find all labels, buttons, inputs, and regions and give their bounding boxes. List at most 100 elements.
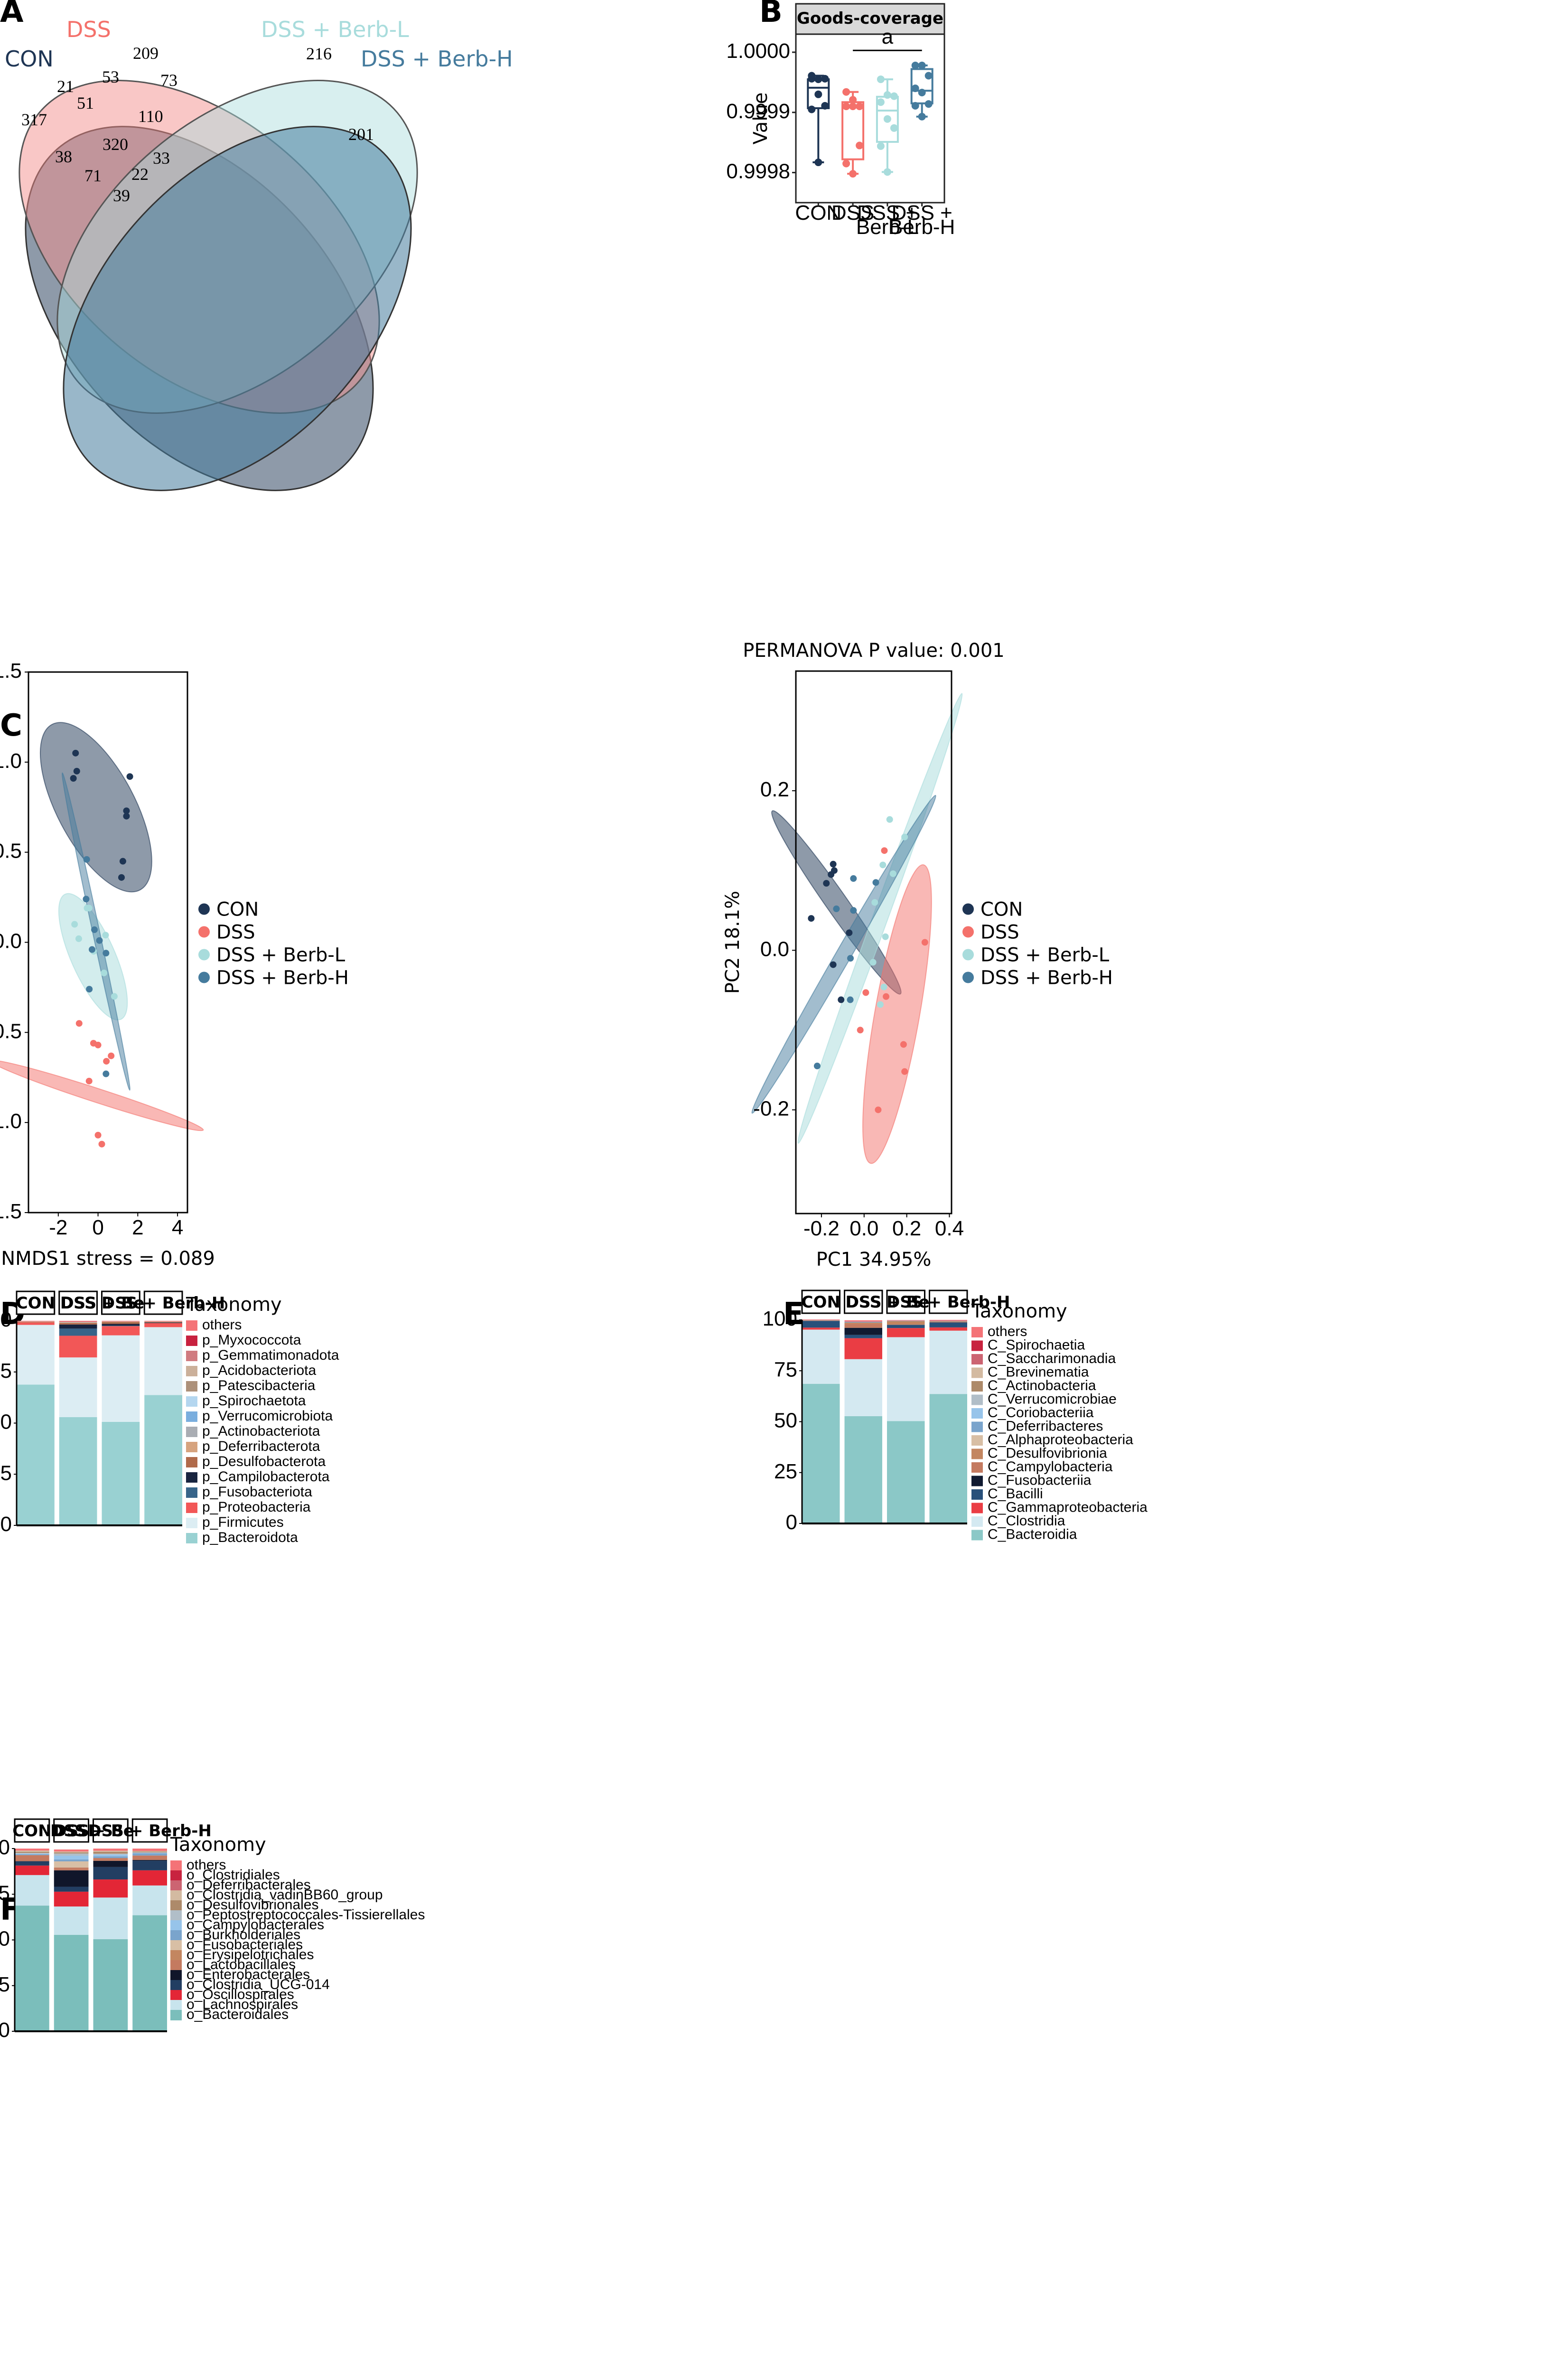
plot-frame: [795, 33, 945, 204]
legend-swatch: [186, 1351, 197, 1361]
legend-swatch: [170, 1920, 182, 1931]
point-dss-berb-h: [103, 950, 110, 957]
data-point: [849, 103, 857, 111]
y-tick-label: 0.2: [760, 778, 789, 801]
y-tick-label: 100: [0, 1836, 10, 1859]
bar-segment-c-campylobacteria: [887, 1324, 925, 1325]
bar-segment-c-clostridia: [929, 1330, 967, 1394]
bar-segment-others: [844, 1320, 882, 1322]
legend-swatch: [170, 1940, 182, 1951]
legend-label: o_Burkholderiales: [187, 1927, 300, 1943]
point-dss-berb-h: [833, 905, 840, 912]
venn-set-berb-h: [63, 126, 412, 491]
facet-strip: [886, 1289, 925, 1314]
facet-label: CON: [12, 1822, 51, 1840]
bar-segment-o-clostridia-vadinbb60-group: [15, 1850, 49, 1852]
box-con: [807, 72, 830, 167]
venn-region-count: 21: [57, 77, 74, 96]
data-point: [842, 103, 850, 111]
legend-swatch: [170, 1860, 182, 1871]
point-dss-berb-h: [86, 986, 93, 993]
facet-label: DSS: [845, 1293, 881, 1312]
facet-label: DSS: [53, 1822, 89, 1840]
facet-strip: [58, 1290, 98, 1315]
data-point: [890, 124, 898, 132]
point-con: [830, 860, 837, 868]
y-tick-label: 1.0: [0, 749, 22, 773]
y-tick-label: 0: [0, 1513, 12, 1536]
bar-segment-o-lactobacillales: [15, 1855, 49, 1861]
legend-swatch: [186, 1457, 197, 1467]
y-tick-label: -0.2: [753, 1097, 789, 1120]
legend-label: p_Actinobacteriota: [202, 1423, 320, 1439]
bar-segment-o-enterobacterales: [132, 1859, 167, 1861]
venn-label-con: CON: [5, 46, 54, 72]
bar-segment-p-proteobacteria: [17, 1322, 55, 1325]
bar-segment-o-burkholderiales: [132, 1853, 167, 1856]
point-con: [72, 749, 79, 757]
bar-segment-o-desulfovibrionales: [15, 1851, 49, 1853]
facet-strip: [16, 1290, 56, 1315]
point-dss-berb-l: [877, 1001, 884, 1008]
point-con: [70, 775, 77, 782]
legend-swatch: [170, 1930, 182, 1941]
bar-segment-o-desulfovibrionales: [132, 1851, 167, 1853]
data-point: [877, 98, 885, 106]
point-dss-berb-h: [850, 875, 857, 882]
legend-label: others: [202, 1317, 242, 1333]
bar-segment-o-lachnospirales: [15, 1875, 49, 1906]
data-point: [849, 170, 857, 178]
x-tick-label: 4: [172, 1216, 183, 1239]
bar-segment-p-firmicutes: [59, 1357, 97, 1418]
legend-swatch: [186, 1366, 197, 1376]
point-dss: [881, 847, 888, 854]
data-point: [814, 159, 822, 167]
legend-swatch: [971, 1476, 983, 1486]
legend-swatch: [971, 1503, 983, 1513]
data-point: [808, 105, 816, 113]
legend-swatch: [186, 1411, 197, 1422]
venn-region-count: 320: [103, 135, 128, 154]
legend-swatch: [170, 1900, 182, 1911]
legend-label: CON: [980, 899, 1023, 921]
data-point: [918, 61, 926, 69]
facet-strip: [795, 3, 945, 35]
legend-swatch: [170, 1880, 182, 1891]
data-point: [918, 112, 926, 121]
box-dss-berb-h: [910, 61, 933, 121]
data-point: [890, 92, 898, 100]
bar-segment-c-desulfovibrionia: [844, 1322, 882, 1324]
legend-swatch: [170, 2010, 182, 2020]
legend-swatch: [971, 1489, 983, 1500]
legend-swatch: [186, 1533, 197, 1543]
legend-label: C_Campylobacteria: [988, 1459, 1113, 1475]
bar-segment-others: [54, 1849, 89, 1852]
facet-strip: [801, 1289, 840, 1314]
legend-label: C_Verrucomicrobiae: [988, 1392, 1117, 1407]
bar-segment-p-campilobacterota: [102, 1324, 140, 1326]
bar-segment-c-deferribacteres: [844, 1321, 882, 1323]
bar-segment-o-lachnospirales: [132, 1885, 167, 1915]
bar-segment-others: [15, 1849, 49, 1851]
bar-segment-p-firmicutes: [102, 1335, 140, 1422]
bar-segment-o-campylobacterales: [54, 1856, 89, 1859]
box-dss: [841, 88, 865, 178]
bar-segment-c-bacilli: [887, 1325, 925, 1328]
legend-label: p_Gemmatimonadota: [202, 1347, 339, 1363]
point-dss-berb-h: [83, 896, 90, 903]
legend-label: others: [187, 1857, 226, 1873]
legend-label: o_Desulfovibrionales: [187, 1897, 319, 1913]
y-axis-title: PC2 18.1%: [722, 891, 744, 994]
legend-label: C_Gammaproteobacteria: [988, 1500, 1148, 1515]
legend-swatch: [186, 1487, 197, 1498]
legend-swatch: [186, 1503, 197, 1513]
y-tick-label: -1.0: [0, 1110, 22, 1133]
legend-swatch: [186, 1396, 197, 1407]
legend-swatch: [198, 903, 210, 915]
point-dss-berb-h: [850, 907, 857, 914]
bar-segment-c-campylobacteria: [844, 1324, 882, 1328]
legend-swatch: [971, 1354, 983, 1364]
point-dss-berb-l: [84, 905, 91, 912]
legend-swatch: [170, 1910, 182, 1921]
